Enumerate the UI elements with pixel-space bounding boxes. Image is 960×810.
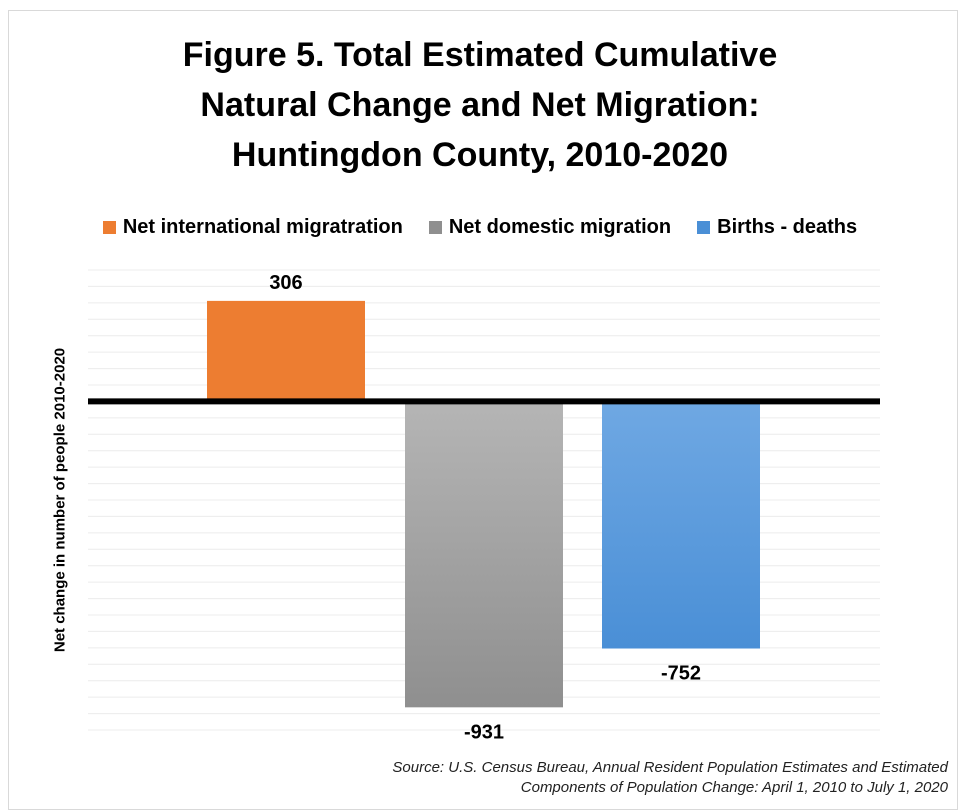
legend: Net international migratration Net domes… <box>0 216 960 239</box>
source-line: Components of Population Change: April 1… <box>520 779 948 796</box>
title-line: Natural Change and Net Migration: <box>200 86 760 124</box>
bar <box>207 300 365 402</box>
bar <box>405 401 563 708</box>
data-label: -931 <box>464 721 504 743</box>
title-line: Huntingdon County, 2010-2020 <box>231 136 729 174</box>
bar <box>602 401 760 649</box>
source-note: Source: U.S. Census Bureau, Annual Resid… <box>392 758 948 798</box>
data-labels: 306 -931 -752 <box>269 272 701 743</box>
legend-swatch-domestic <box>428 221 442 234</box>
title-line: Figure 5. Total Estimated Cumulative <box>182 36 778 74</box>
bars <box>207 300 760 708</box>
legend-swatch-natural <box>697 221 711 234</box>
data-label: 306 <box>269 272 302 294</box>
legend-item: Net international migratration <box>102 216 403 239</box>
legend-item: Births - deaths <box>697 216 857 239</box>
legend-item: Net domestic migration <box>428 216 672 239</box>
legend-label: Births - deaths <box>717 216 858 238</box>
data-label: -752 <box>661 663 701 685</box>
legend-label: Net international migratration <box>122 216 403 238</box>
source-line: Source: U.S. Census Bureau, Annual Resid… <box>392 759 948 776</box>
legend-swatch-international <box>102 221 116 234</box>
chart-title: Figure 5. Total Estimated Cumulative Nat… <box>0 30 960 180</box>
legend-label: Net domestic migration <box>448 216 672 238</box>
